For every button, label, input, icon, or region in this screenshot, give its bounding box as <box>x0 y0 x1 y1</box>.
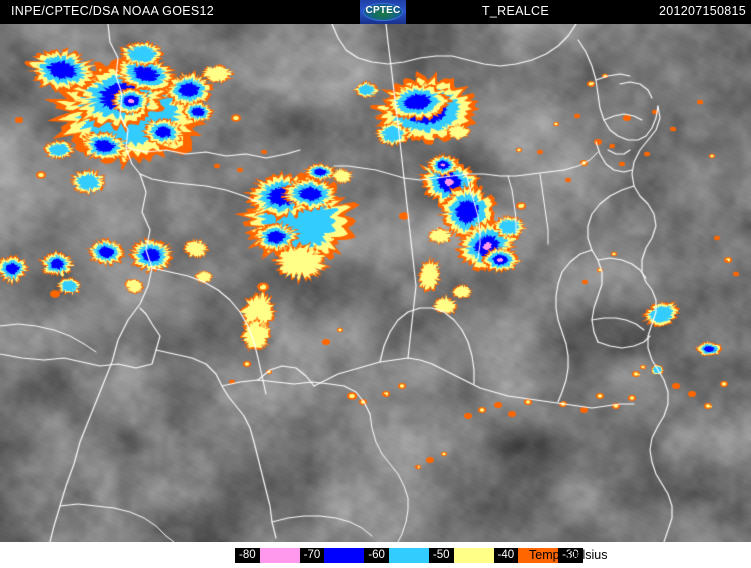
infrared-imagery <box>0 24 751 542</box>
legend-label-minus50: -50 <box>428 548 454 563</box>
legend-swatch-2 <box>388 548 429 563</box>
legend-bar-container: -80 -70 -60 -50 -40 -30 Temp. Celsius <box>0 542 751 568</box>
cptec-logo-ring <box>363 3 403 21</box>
legend-swatch-3 <box>453 548 494 563</box>
legend-label-minus40: -40 <box>493 548 519 563</box>
header-source-label: INPE/CPTEC/DSA NOAA GOES12 <box>11 4 215 18</box>
legend-swatch-1 <box>324 548 365 563</box>
legend-label-minus30: -30 <box>558 548 583 563</box>
cptec-logo-text: CPTEC <box>365 5 401 16</box>
legend-swatch-0 <box>259 548 300 563</box>
satellite-image-canvas <box>0 24 751 542</box>
header-product-label: T_REALCE <box>482 4 550 18</box>
legend-label-minus70: -70 <box>299 548 325 563</box>
header-bar: INPE/CPTEC/DSA NOAA GOES12 CPTEC T_REALC… <box>0 0 751 24</box>
legend-swatch-4 <box>518 548 559 563</box>
legend-units-label: Temp. Celsius <box>529 548 608 562</box>
legend-label-minus60: -60 <box>364 548 389 563</box>
legend-label-minus80: -80 <box>235 548 260 563</box>
temperature-color-scale: -80 -70 -60 -50 -40 -30 <box>235 548 583 563</box>
header-timestamp: 201207150815 <box>659 4 747 18</box>
cptec-logo: CPTEC <box>360 0 406 24</box>
